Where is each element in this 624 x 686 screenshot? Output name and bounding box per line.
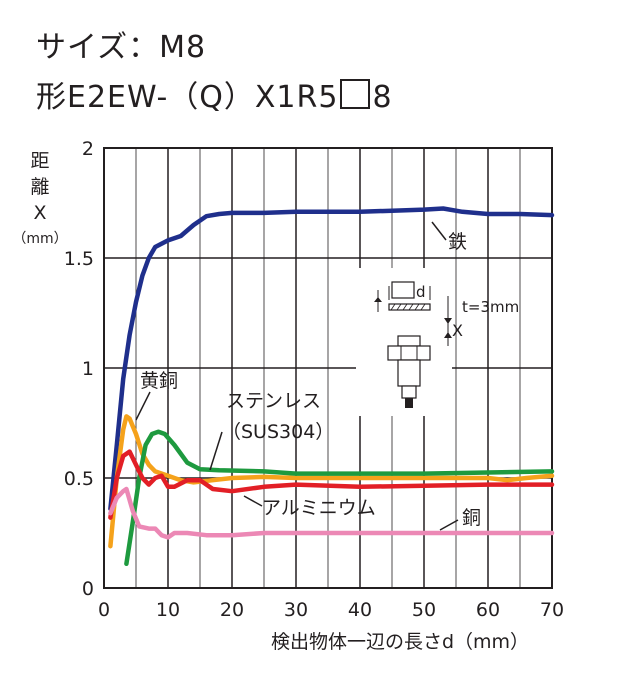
x-tick-label: 10 <box>156 599 180 621</box>
x-tick-label: 70 <box>540 599 564 621</box>
inset-d-label: d <box>416 283 426 301</box>
svg-text:離: 離 <box>30 176 49 198</box>
label-iron: 鉄 <box>448 231 467 253</box>
x-axis-label: 検出物体一辺の長さd（mm） <box>271 631 529 653</box>
chart-title-model: 形E2EW-（Q）X1R5 8 <box>36 72 393 116</box>
target-plate <box>388 303 431 311</box>
x-tick-label: 40 <box>348 599 372 621</box>
tick-labels: 0 10 20 30 40 50 60 70 0 0.5 1 1.5 2 <box>64 138 564 621</box>
leader-aluminium <box>243 495 263 507</box>
y-tick-label: 0.5 <box>64 468 94 490</box>
label-stainless-grade: （SUS304） <box>222 421 334 443</box>
sensor-cable <box>405 398 413 408</box>
sensor-nut <box>387 345 431 361</box>
model-suffix: 8 <box>372 80 393 115</box>
blank-box-glyph <box>340 79 371 109</box>
x-tick-label: 50 <box>412 599 436 621</box>
sensor-head <box>397 335 421 347</box>
svg-text:X: X <box>33 202 46 224</box>
target-box <box>391 281 415 299</box>
svg-text:距: 距 <box>30 150 49 172</box>
label-aluminium: アルミニウム <box>262 497 376 519</box>
series-line-4 <box>108 486 555 540</box>
series-layer <box>108 206 555 567</box>
sensor-body <box>397 359 421 387</box>
y-tick-label: 2 <box>82 138 94 160</box>
y-tick-label: 1 <box>82 358 94 380</box>
sensor-inset-diagram: d t=3mm X <box>356 268 519 416</box>
series-line-3 <box>108 449 555 520</box>
y-axis-label: 距 離 X （mm） <box>12 150 67 247</box>
x-tick-label: 20 <box>220 599 244 621</box>
label-copper: 銅 <box>462 507 481 529</box>
leader-copper <box>439 519 459 531</box>
svg-text:（mm）: （mm） <box>12 231 67 247</box>
x-tick-label: 60 <box>476 599 500 621</box>
series-line-2 <box>124 429 555 567</box>
y-tick-label: 0 <box>82 578 94 600</box>
x-tick-label: 0 <box>98 599 110 621</box>
plot-frame <box>103 147 553 589</box>
y-tick-label: 1.5 <box>64 248 94 270</box>
label-stainless: ステンレス <box>226 390 321 412</box>
x-tick-label: 30 <box>284 599 308 621</box>
leader-stainless <box>209 431 223 471</box>
label-brass: 黄銅 <box>140 370 178 392</box>
chart-title-size: サイズ：M8 <box>36 30 207 65</box>
inset-thickness-label: t=3mm <box>462 298 519 316</box>
model-prefix: 形E2EW-（Q）X1R5 <box>36 80 339 115</box>
leader-iron <box>431 221 447 241</box>
inset-x-label: X <box>452 321 463 340</box>
leader-brass <box>135 391 151 421</box>
sensor-neck <box>401 385 417 399</box>
series-line-0 <box>108 206 555 512</box>
